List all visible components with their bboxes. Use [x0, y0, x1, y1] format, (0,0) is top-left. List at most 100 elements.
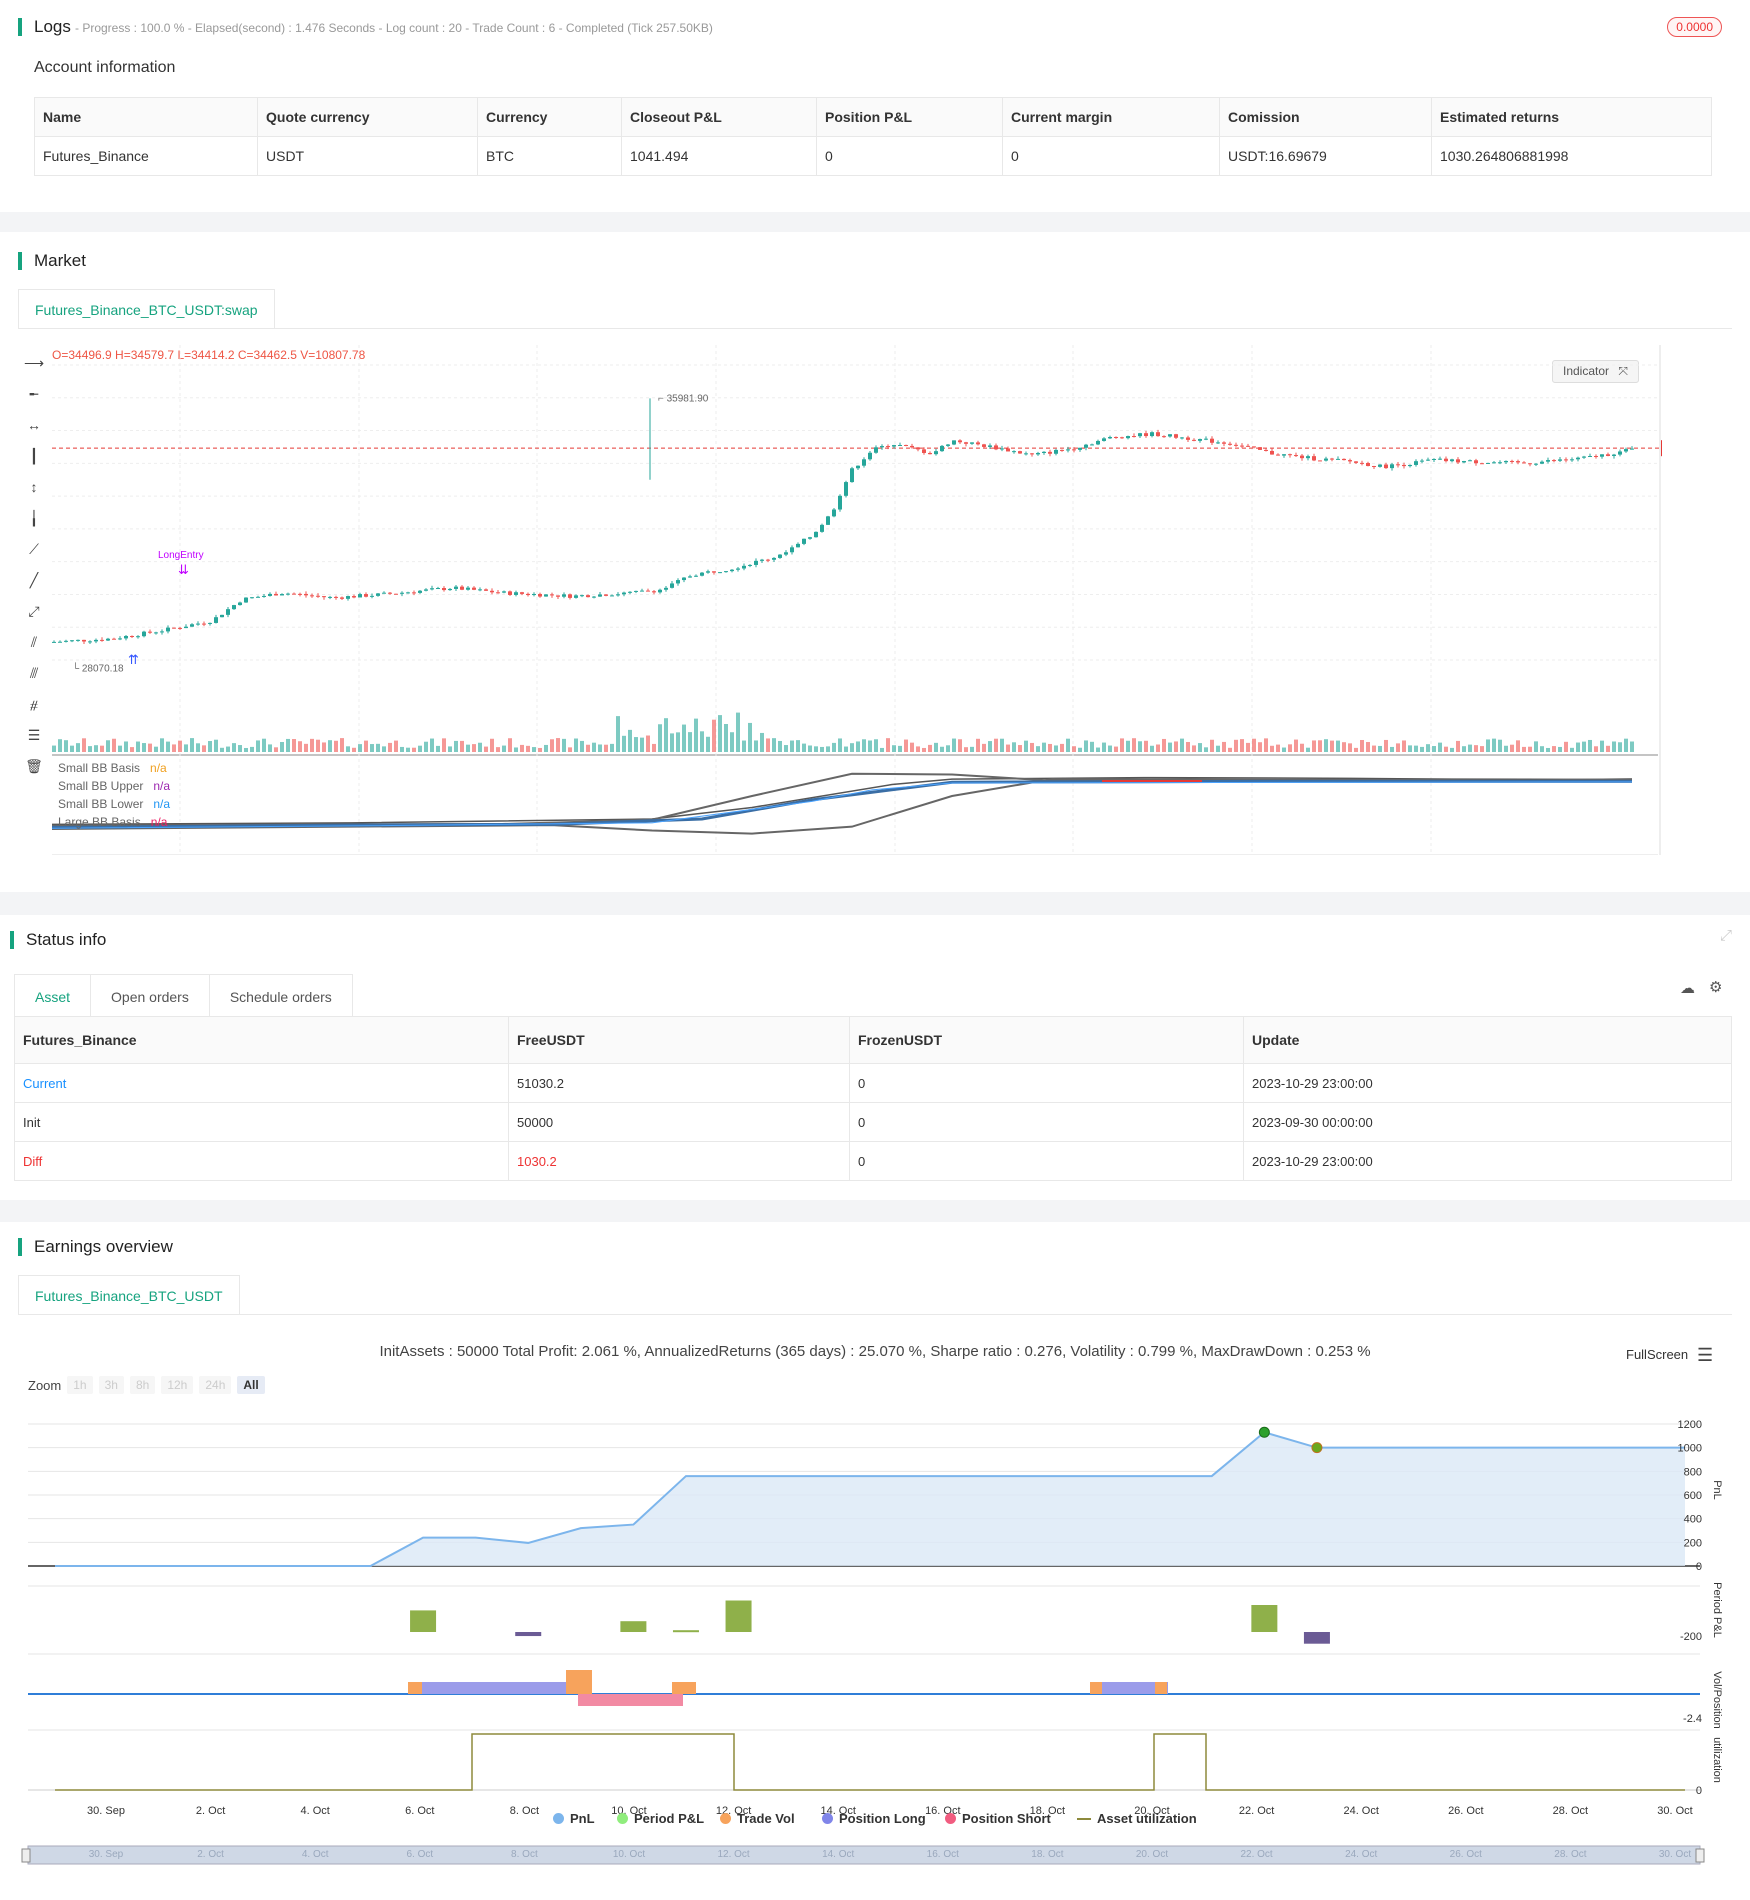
candle-body [532, 593, 536, 596]
candle-body [1138, 433, 1142, 437]
indicator-button[interactable]: Indicator ⤧ [1552, 360, 1639, 383]
expand-icon[interactable]: ⤧ [1618, 364, 1628, 378]
candle-body [1102, 438, 1106, 441]
extended-line-icon[interactable]: ⤢ [28, 603, 40, 619]
cell: 2023-10-29 23:00:00 [1243, 1141, 1732, 1181]
volume-bar [1030, 742, 1034, 752]
candle-body [1348, 460, 1352, 462]
row-label-current: Current [14, 1063, 509, 1103]
candle-body [778, 554, 782, 558]
volume-bar [898, 745, 902, 752]
candle-body [736, 568, 740, 570]
volume-bar [760, 732, 764, 752]
zoom-all[interactable]: All [237, 1376, 265, 1394]
last-price-tag [1661, 440, 1662, 457]
candle-body [1270, 450, 1274, 455]
volume-bar [1372, 745, 1376, 752]
legend-item[interactable]: Position Short [945, 1811, 1051, 1826]
zoom-12h[interactable]: 12h [161, 1376, 194, 1394]
price-line-icon[interactable]: ⫽ [30, 634, 38, 650]
table-row: Init 50000 0 2023-09-30 00:00:00 [14, 1102, 1732, 1142]
candle-body [976, 442, 980, 445]
volume-bar [298, 741, 302, 752]
legend-item-small-bb-upper: Small BB Upper n/a [58, 779, 171, 793]
volume-bar [58, 739, 62, 752]
candle-body [340, 597, 344, 599]
legend-item[interactable]: Trade Vol [720, 1811, 795, 1826]
volume-bar [1192, 745, 1196, 752]
volume-bar [814, 746, 818, 752]
candle-body [1450, 459, 1454, 462]
vertical-ray-icon[interactable]: ╽ [29, 510, 39, 526]
logs-section: Logs - Progress : 100.0 % - Elapsed(seco… [0, 0, 1750, 212]
volume-bar [178, 740, 182, 752]
tab-schedule-orders[interactable]: Schedule orders [208, 974, 353, 1018]
candle-body [352, 596, 356, 598]
volume-bar [1288, 744, 1292, 752]
navigator-tick-label: 28. Oct [1554, 1849, 1586, 1860]
zoom-controls: Zoom 1h 3h 8h 12h 24h All [28, 1376, 265, 1394]
x-tick-label: 30. Oct [1657, 1805, 1692, 1817]
volume-bar [592, 742, 596, 752]
candle-body [1312, 456, 1316, 461]
fib-retracement-icon[interactable]: ⧣ [30, 696, 38, 712]
volume-bar [1588, 739, 1592, 752]
volume-bar [1126, 740, 1130, 752]
volume-bar [292, 739, 296, 752]
candle-body [1594, 456, 1598, 458]
vertical-line-icon[interactable]: ┃ [29, 448, 39, 464]
volume-bar [1558, 746, 1562, 752]
cell: 0 [849, 1141, 1244, 1181]
collapse-icon[interactable]: ⤢ [1719, 927, 1732, 944]
volume-bar [640, 737, 644, 752]
volume-bar [1306, 747, 1310, 752]
volume-bar [466, 744, 470, 752]
legend-item[interactable]: Period P&L [617, 1811, 704, 1826]
x-tick-label: 30. Sep [87, 1805, 125, 1817]
trash-icon[interactable]: 🗑 [25, 758, 43, 774]
candle-body [1024, 453, 1028, 455]
zoom-1h[interactable]: 1h [67, 1376, 93, 1394]
legend-item[interactable]: PnL [553, 1811, 595, 1826]
volume-bar [604, 744, 608, 752]
horizontal-line-icon[interactable]: ╾ [29, 386, 39, 402]
horizontal-segment-icon[interactable]: ↔ [27, 417, 41, 433]
parallel-channel-icon[interactable]: ⫻ [29, 665, 39, 681]
tab-asset[interactable]: Asset [14, 974, 92, 1018]
horizontal-ray-icon[interactable]: ⟶ [23, 355, 45, 371]
fib-levels-icon[interactable]: ☰ [27, 727, 41, 743]
navigator-tick-label: 6. Oct [406, 1849, 433, 1860]
zoom-8h[interactable]: 8h [129, 1376, 156, 1394]
menu-icon[interactable]: ☰ [1697, 1345, 1714, 1365]
tab-open-orders[interactable]: Open orders [90, 974, 210, 1018]
candle-body [868, 452, 872, 460]
candle-body [424, 589, 428, 591]
indicator-label: Indicator [1563, 364, 1610, 378]
tab-market-symbol[interactable]: Futures_Binance_BTC_USDT:swap [18, 289, 275, 329]
candle-body [1630, 448, 1634, 450]
fullscreen-button[interactable]: FullScreen [1626, 1347, 1689, 1362]
settings-gear-icon[interactable]: ⚙ [1709, 979, 1723, 996]
volume-bar [1084, 740, 1088, 752]
candle-body [1378, 464, 1382, 467]
zoom-3h[interactable]: 3h [98, 1376, 124, 1394]
legend-marker-icon [1077, 1817, 1091, 1820]
candle-body [76, 639, 80, 641]
legend-item-small-bb-lower: Small BB Lower n/a [58, 797, 171, 811]
volume-bar [1420, 746, 1424, 752]
volume-bar [274, 747, 278, 752]
legend-item[interactable]: Asset utilization [1077, 1811, 1197, 1826]
cell: Futures_Binance [34, 136, 258, 176]
trend-line-icon[interactable]: ⟋ [29, 541, 39, 557]
tab-earnings-symbol[interactable]: Futures_Binance_BTC_USDT [18, 1275, 240, 1315]
candle-body [688, 576, 692, 578]
legend-item[interactable]: Position Long [822, 1811, 926, 1826]
cloud-download-icon[interactable]: ☁ [1680, 980, 1695, 997]
navigator-tick-label: 10. Oct [613, 1849, 645, 1860]
ray-line-icon[interactable]: ╱ [29, 572, 39, 588]
candle-body [196, 623, 200, 625]
vertical-segment-icon[interactable]: ↕ [30, 479, 38, 495]
zoom-24h[interactable]: 24h [199, 1376, 232, 1394]
candle-body [1246, 445, 1250, 447]
volume-bar [880, 747, 884, 752]
